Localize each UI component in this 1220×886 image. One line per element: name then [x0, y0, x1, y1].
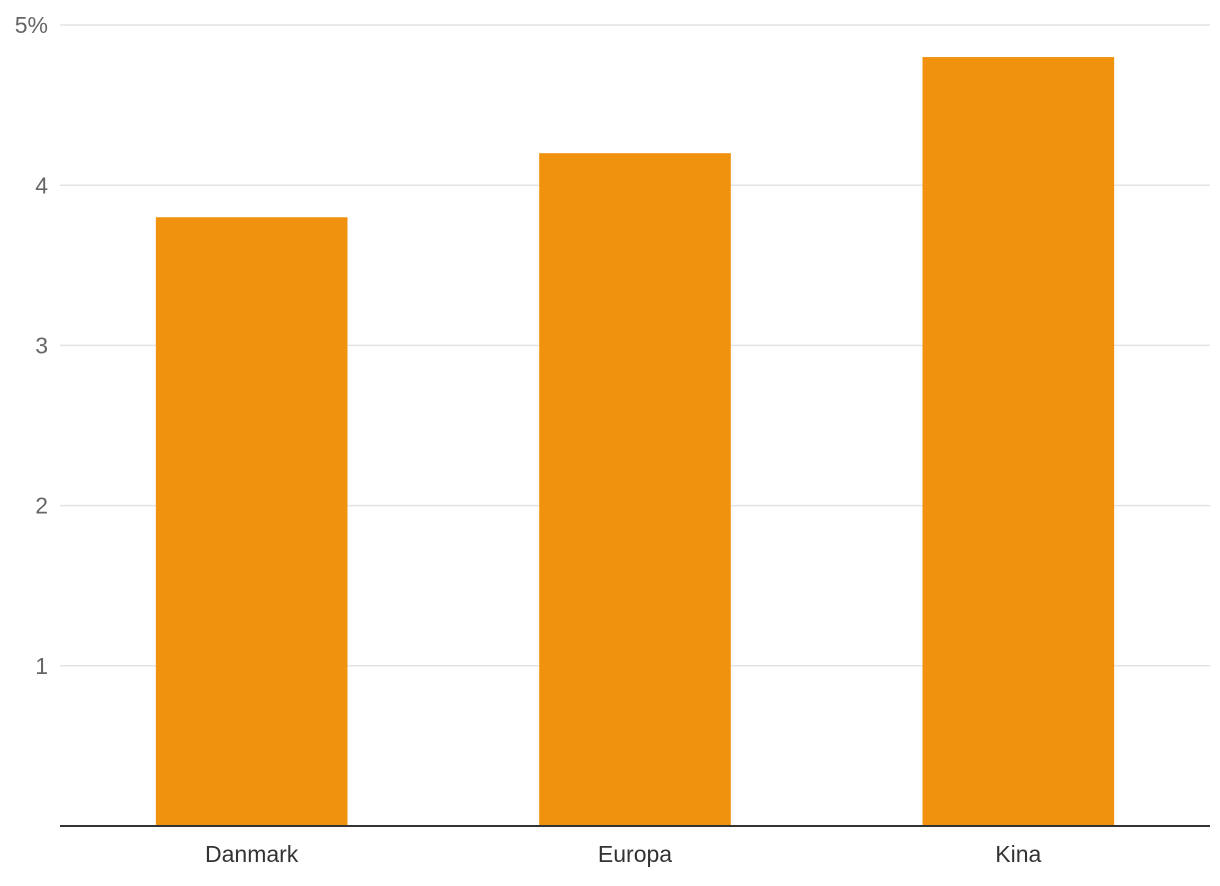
- x-tick-label: Europa: [598, 841, 672, 867]
- y-tick-label: 2: [35, 493, 48, 519]
- bar: [922, 57, 1115, 827]
- bar: [155, 217, 348, 827]
- y-tick-label: 1: [35, 653, 48, 679]
- y-tick-label: 5%: [15, 12, 48, 38]
- bar: [539, 153, 731, 826]
- y-tick-label: 3: [35, 332, 48, 358]
- x-tick-label: Danmark: [205, 841, 299, 867]
- x-tick-label: Kina: [995, 841, 1041, 867]
- y-tick-label: 4: [35, 172, 48, 198]
